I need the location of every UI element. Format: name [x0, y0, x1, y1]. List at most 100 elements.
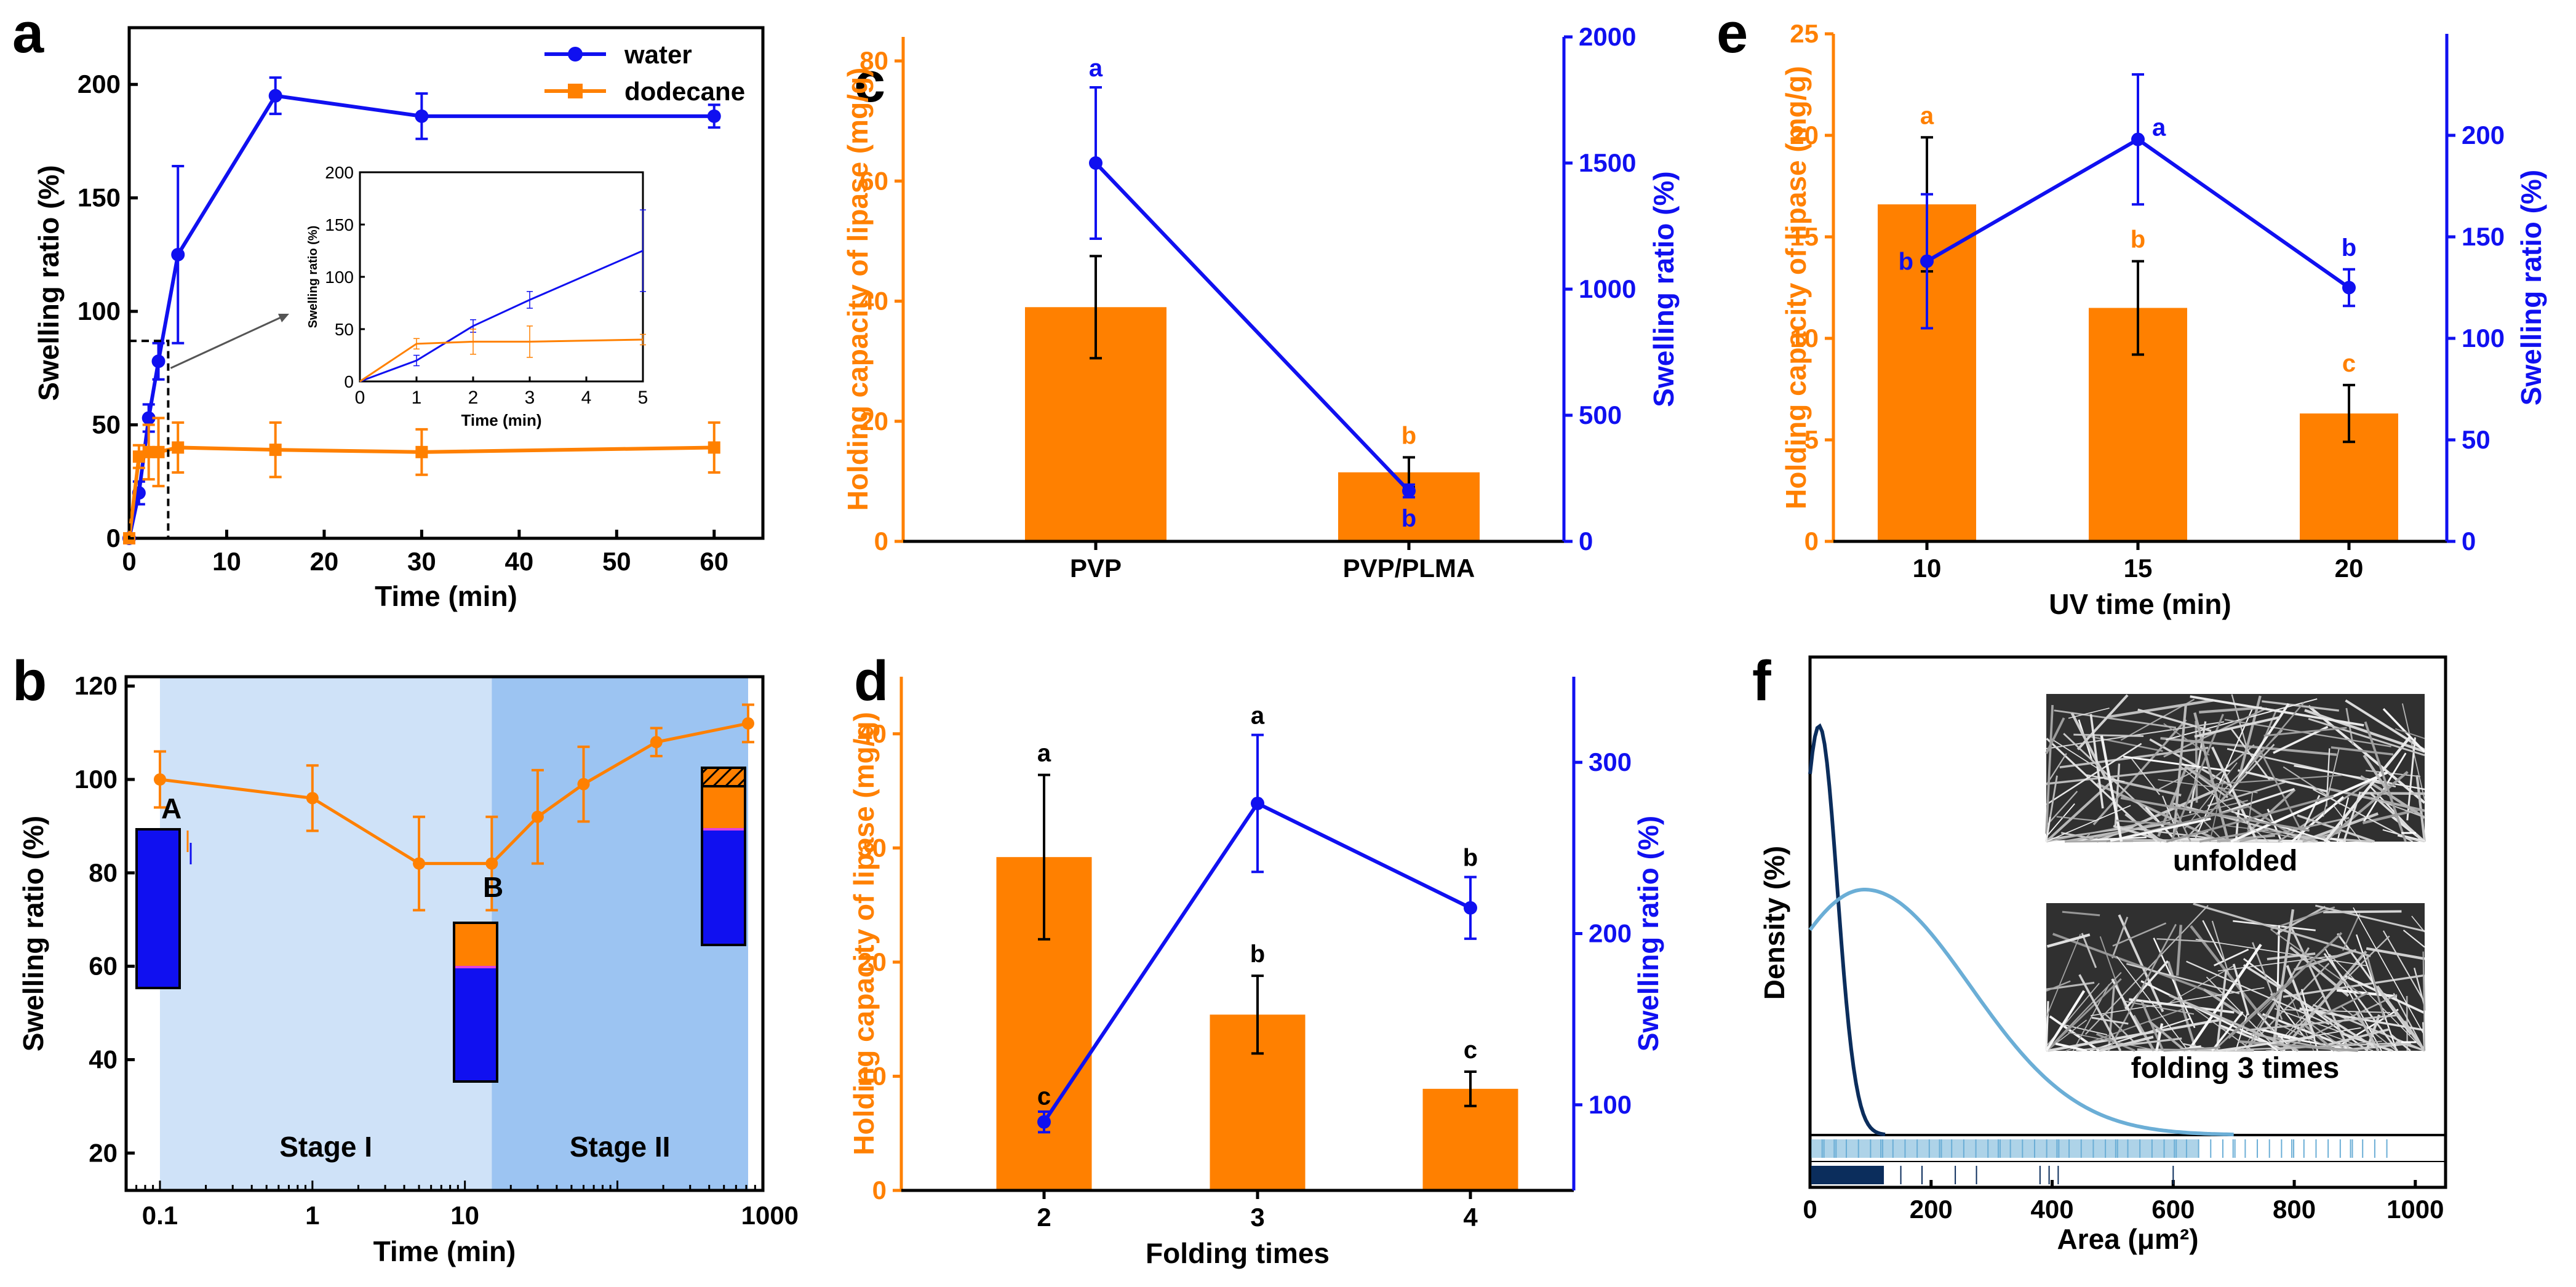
sem-image-folded-fiber	[2256, 1027, 2304, 1042]
data-point	[650, 736, 663, 749]
sem-image-folded-fiber	[2252, 942, 2283, 1020]
sem-image-folded-fiber	[2211, 1011, 2244, 1052]
inset-x-tick-label: 0	[355, 388, 365, 408]
sem-image-unfolded-fiber	[2395, 728, 2425, 739]
y-tick-label: 40	[89, 1045, 118, 1074]
y2-tick-label: 500	[1579, 400, 1622, 429]
data-point-dodecane	[708, 441, 720, 454]
sem-image-unfolded-fiber	[2089, 714, 2104, 809]
sem-image-unfolded-fiber	[2179, 765, 2269, 842]
sem-image-folded-fiber	[2202, 920, 2224, 961]
x-tick-label: 50	[602, 547, 631, 576]
line-sig-letter: a	[2152, 114, 2166, 141]
x-tick-label: 0	[1803, 1195, 1817, 1224]
sem-image-folded-fiber	[2289, 923, 2351, 1051]
sem-image-folded-fiber	[2246, 1014, 2398, 1032]
inset-y-tick-label: 150	[325, 215, 354, 234]
x-axis-label: Area (μm²)	[2057, 1223, 2198, 1255]
sem-image-unfolded-fiber	[2190, 695, 2364, 727]
sem-image-folded-fiber	[2116, 955, 2189, 1051]
sem-image-unfolded-fiber	[2054, 709, 2177, 729]
data-point-water	[151, 354, 165, 369]
sem-image-unfolded-fiber	[2371, 797, 2425, 818]
data-point	[531, 810, 544, 823]
sem-image-folded-fiber	[2045, 978, 2122, 1052]
y-tick-label: 40	[858, 719, 887, 748]
sem-image-folded-fiber	[2111, 917, 2129, 959]
sem-image-unfolded-fiber	[2046, 803, 2075, 837]
sem-image-unfolded-fiber	[2294, 765, 2425, 791]
zoom-box	[128, 340, 170, 540]
bar-sig-letter: c	[2342, 350, 2356, 377]
sem-image-folded-fiber	[2232, 963, 2250, 1016]
sem-image-folded-fiber	[2238, 1040, 2358, 1053]
data-point-dodecane	[152, 445, 165, 458]
sem-image-folded-fiber	[2163, 1046, 2220, 1052]
inset-y-axis-label: Swelling ratio (%)	[306, 226, 320, 329]
y-axis-label: Density (%)	[1758, 846, 1790, 1000]
y-tick-label: 15	[1790, 222, 1819, 251]
inset-x-axis-label: Time (min)	[461, 411, 542, 429]
y2-axis-label: Swelling ratio (%)	[1632, 816, 1664, 1051]
sem-image-unfolded-fiber	[2123, 755, 2231, 772]
sem-image-folded-fiber	[2315, 904, 2425, 933]
sem-image-folded-fiber	[2260, 981, 2292, 1013]
vial-C-hatched	[701, 767, 746, 787]
sem-image-folded-fiber	[2227, 932, 2343, 1039]
sem-image-folded-fiber	[2193, 902, 2371, 957]
sem-image-unfolded-fiber	[2163, 723, 2210, 756]
sem-image-unfolded-fiber	[2100, 735, 2123, 842]
sem-image-folded-fiber	[2403, 930, 2425, 948]
y-tick-label: 20	[89, 1138, 118, 1167]
data-point	[413, 857, 426, 870]
sem-image-folded-fiber	[2055, 1042, 2088, 1052]
y2-tick-label: 300	[1589, 747, 1632, 776]
y-tick-label: 80	[859, 46, 888, 75]
panel-e: 0 5 10 15 20 25 0 50 100 150 200 10 15 20 UV time (min…	[1780, 19, 2547, 620]
sem-image-unfolded-fiber	[2323, 749, 2340, 817]
legend-marker	[568, 84, 583, 98]
y2-tick-label: 200	[1589, 919, 1632, 948]
sem-image-folded-fiber	[2303, 1024, 2335, 1052]
x-tick-label: 10	[212, 547, 241, 576]
line-data-point	[2131, 132, 2145, 146]
legend-label: water	[624, 40, 692, 69]
sem-image-unfolded-fiber	[2158, 779, 2258, 794]
y-axis-label: Holding capacity of lipase (mg/g)	[842, 68, 874, 511]
y2-tick-label: 200	[2462, 121, 2505, 149]
sem-image-unfolded-fiber	[2065, 840, 2134, 843]
line-data-point	[1251, 796, 1264, 810]
zoom-arrow	[170, 314, 287, 369]
sem-image-unfolded-fiber	[2092, 719, 2187, 826]
x-tick-label: 20	[310, 547, 339, 576]
sem-image-folded-fiber	[2267, 1042, 2279, 1052]
bar-sig-letter: c	[1464, 1037, 1477, 1064]
sem-image-unfolded-fiber	[2312, 789, 2414, 842]
sem-image-unfolded-fiber	[2124, 813, 2163, 843]
sem-image-folded-fiber	[2155, 1023, 2164, 1051]
x-tick-label: 10	[1913, 554, 1942, 583]
sem-image-folded-fiber	[2062, 910, 2100, 917]
x-axis-label: Time (min)	[373, 1235, 516, 1267]
sem-image-folded	[2045, 902, 2426, 1053]
y-tick-label: 0	[1804, 527, 1819, 556]
vial-A	[135, 828, 181, 989]
sem-image-folded-fiber	[2099, 1035, 2154, 1053]
data-point	[485, 857, 498, 870]
image-label-folded: folding 3 times	[2131, 1052, 2340, 1085]
sem-image-folded-fiber	[2265, 1040, 2382, 1051]
sem-image-unfolded-fiber	[2107, 699, 2214, 719]
y2-tick-label: 50	[2462, 425, 2490, 454]
y2-tick-label: 2000	[1579, 22, 1636, 51]
panel-label-e: e	[1717, 2, 1748, 65]
density-curve-folding-3-times	[1808, 723, 1886, 1137]
sem-image-folded-fiber	[2411, 915, 2425, 933]
sem-image-folded-fiber	[2047, 1019, 2219, 1053]
x-axis-label: UV time (min)	[2049, 588, 2231, 620]
x-tick-label: 400	[2030, 1195, 2073, 1224]
sem-image-unfolded-fiber	[2045, 704, 2054, 834]
sem-image-unfolded-fiber	[2199, 706, 2262, 714]
sem-image-folded-fiber	[2366, 947, 2425, 960]
data-point-water	[142, 411, 156, 425]
